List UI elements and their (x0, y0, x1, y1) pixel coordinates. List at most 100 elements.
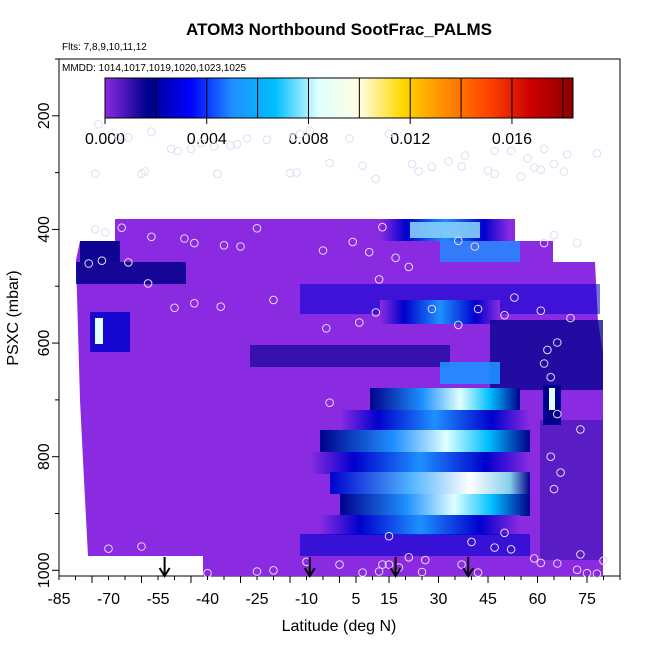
sample-marker (549, 484, 559, 494)
sample-marker (124, 258, 133, 267)
sample-marker (490, 543, 499, 552)
sample-marker (100, 228, 110, 237)
sample-marker (444, 157, 453, 166)
sample-marker (536, 558, 546, 568)
sample-marker (549, 230, 559, 240)
field-band (76, 262, 186, 284)
sample-markers (84, 120, 608, 579)
colorbar-tick-label: 0.012 (390, 131, 430, 148)
sample-marker (348, 237, 358, 247)
x-tick-label: 15 (380, 591, 398, 608)
sample-marker (414, 167, 424, 176)
field-band (330, 472, 530, 494)
sample-marker (421, 555, 430, 565)
sample-marker (292, 168, 301, 177)
sample-marker (490, 169, 499, 179)
colorbar-tick-label: 0.016 (492, 131, 532, 148)
arrow-head (462, 567, 475, 578)
x-axis-label: Latitude (deg N) (282, 618, 397, 635)
sample-marker (91, 169, 100, 179)
sample-marker (516, 172, 526, 181)
sample-marker (404, 553, 414, 562)
sample-marker (252, 567, 262, 576)
colorbar: 0.000 0.004 0.008 0.012 0.016 (85, 77, 574, 148)
sample-marker (252, 224, 262, 233)
sample-marker (506, 146, 516, 156)
field-band (490, 320, 603, 390)
field-band (300, 534, 530, 556)
sample-marker (295, 129, 305, 139)
sample-marker (374, 275, 384, 284)
y-tick-label: 200 (36, 102, 53, 129)
sample-marker (371, 308, 381, 317)
sample-marker (226, 141, 235, 150)
sample-marker (322, 324, 331, 333)
sample-marker (84, 259, 93, 268)
sample-marker (417, 567, 427, 577)
sample-marker (470, 242, 480, 251)
sample-marker (546, 452, 556, 462)
sample-marker (473, 304, 483, 314)
sample-marker (305, 126, 315, 135)
sample-marker (553, 409, 562, 419)
sample-marker (232, 139, 242, 149)
sample-marker (209, 142, 219, 151)
field-band (310, 452, 530, 474)
sample-marker (599, 556, 608, 566)
x-tick-label: -10 (295, 591, 318, 608)
sample-marker (592, 149, 602, 158)
sample-marker (355, 318, 364, 327)
sample-marker (576, 550, 585, 559)
sample-marker (91, 225, 100, 234)
x-tick-label: 30 (430, 591, 448, 608)
sample-marker (190, 238, 199, 248)
x-tick-label: 5 (352, 591, 361, 608)
sample-marker (536, 306, 546, 316)
x-tick-label: -40 (196, 591, 219, 608)
sample-marker (546, 372, 556, 382)
sample-marker (358, 568, 367, 577)
sample-marker (384, 531, 394, 541)
field-band (340, 494, 530, 516)
sample-marker (318, 246, 328, 255)
sample-marker (553, 559, 562, 568)
y-axis-label: PSXC (mbar) (5, 270, 22, 365)
sample-marker (147, 232, 156, 242)
sample-marker (460, 151, 470, 160)
sample-marker (104, 544, 113, 554)
sample-marker (539, 144, 549, 154)
sample-marker (473, 568, 483, 577)
sample-marker (269, 566, 278, 575)
x-tick-label: -25 (245, 591, 268, 608)
field-band (380, 300, 500, 324)
sample-marker (236, 242, 245, 251)
field-band (320, 430, 530, 452)
sample-marker (562, 150, 572, 159)
dates-subtitle: MMDD: 1014,1017,1019,1020,1023,1025 (62, 63, 246, 74)
sample-marker (216, 302, 225, 312)
sample-marker (500, 528, 509, 538)
y-tick-label: 800 (36, 443, 53, 470)
field-band (370, 388, 520, 410)
sample-marker (190, 299, 199, 308)
sample-marker (384, 560, 394, 569)
field-band (410, 222, 480, 238)
sample-marker (325, 158, 334, 168)
sample-marker (404, 262, 414, 272)
sample-marker (539, 359, 549, 368)
y-tick-label: 600 (36, 330, 53, 357)
sample-marker (506, 545, 516, 554)
y-tick-label: 1000 (36, 552, 53, 588)
sample-marker (572, 238, 582, 248)
flights-subtitle: Flts: 7,8,9,10,11,12 (62, 42, 147, 53)
sample-marker (364, 247, 374, 257)
sample-marker (117, 223, 126, 232)
sample-marker (186, 144, 196, 154)
field-band (320, 515, 520, 535)
sample-marker (566, 313, 575, 323)
sample-marker (325, 398, 334, 408)
sample-marker (374, 567, 384, 576)
field-band (250, 345, 450, 367)
sample-marker (147, 127, 156, 136)
sample-marker (576, 425, 585, 434)
